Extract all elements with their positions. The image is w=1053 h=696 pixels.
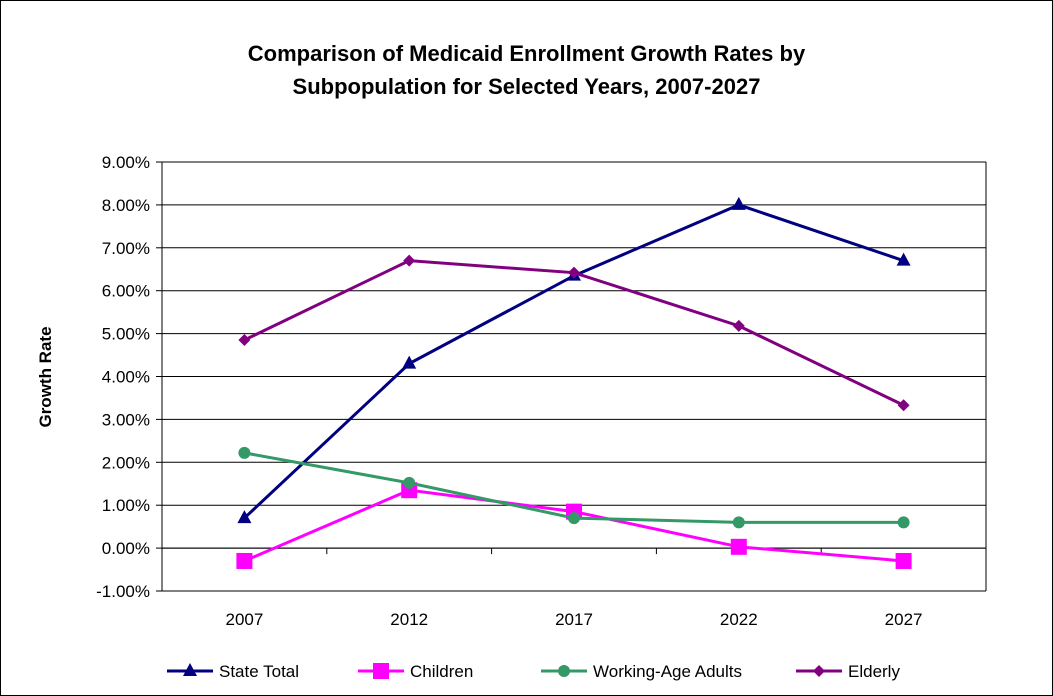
y-axis-title: Growth Rate xyxy=(36,326,55,427)
data-point-state-total xyxy=(402,355,417,369)
series-lines xyxy=(236,196,912,569)
y-tick-label: 3.00% xyxy=(102,410,150,429)
legend-label-elderly: Elderly xyxy=(848,662,900,681)
y-tick-label: 4.00% xyxy=(102,368,150,387)
data-point-working-age-adults xyxy=(897,516,910,529)
legend-marker-working-age-adults xyxy=(558,665,570,677)
data-point-working-age-adults xyxy=(403,476,416,489)
data-point-elderly xyxy=(897,399,910,412)
data-point-working-age-adults xyxy=(238,446,251,459)
data-point-working-age-adults xyxy=(568,512,580,525)
y-tick-label: 0.00% xyxy=(102,539,150,558)
series-line-children xyxy=(243,488,904,563)
legend-label-state-total: State Total xyxy=(219,662,299,681)
y-tick-label: 1.00% xyxy=(102,496,150,515)
data-point-children xyxy=(895,552,912,569)
x-tick-label: 2017 xyxy=(555,610,593,629)
legend: State Total Children Working-Age Adults Eld… xyxy=(167,662,900,681)
data-point-elderly xyxy=(238,334,251,347)
data-point-state-total xyxy=(237,510,252,524)
axes: -1.00% 0.00% 1.00% 2.00% 3.00% 4.00% 5.00% 6.00… xyxy=(96,153,987,629)
y-tick-label: 2.00% xyxy=(102,453,150,472)
data-point-working-age-adults xyxy=(732,516,745,529)
data-point-state-total xyxy=(731,196,746,210)
y-tick-label: 6.00% xyxy=(102,282,150,301)
y-tick-label: 5.00% xyxy=(102,325,150,344)
data-point-children xyxy=(730,538,747,555)
legend-label-working-age-adults: Working-Age Adults xyxy=(593,662,742,681)
grid-lines xyxy=(162,161,986,592)
y-tick-label: 9.00% xyxy=(102,153,150,172)
y-tick-label: 7.00% xyxy=(102,239,150,258)
chart-title-line-2: Subpopulation for Selected Years, 2007-2… xyxy=(292,74,761,99)
data-point-state-total xyxy=(896,252,911,266)
legend-label-children: Children xyxy=(410,662,473,681)
legend-marker-elderly xyxy=(813,665,825,677)
data-point-elderly xyxy=(568,266,580,279)
data-point-elderly xyxy=(732,319,745,332)
y-tick-label: 8.00% xyxy=(102,196,150,215)
chart-title: Comparison of Medicaid Enrollment Growth… xyxy=(1,37,1052,103)
x-tick-label: 2027 xyxy=(885,610,923,629)
data-point-children xyxy=(236,552,253,569)
chart-title-line-1: Comparison of Medicaid Enrollment Growth… xyxy=(247,41,806,66)
series-line-elderly xyxy=(243,259,905,407)
legend-marker-children xyxy=(373,663,389,679)
y-tick-label: -1.00% xyxy=(96,582,150,601)
x-tick-label: 2007 xyxy=(225,610,263,629)
x-tick-label: 2022 xyxy=(720,610,758,629)
legend-marker-state-total xyxy=(183,663,197,676)
x-tick-label: 2012 xyxy=(390,610,428,629)
data-point-elderly xyxy=(403,254,416,267)
